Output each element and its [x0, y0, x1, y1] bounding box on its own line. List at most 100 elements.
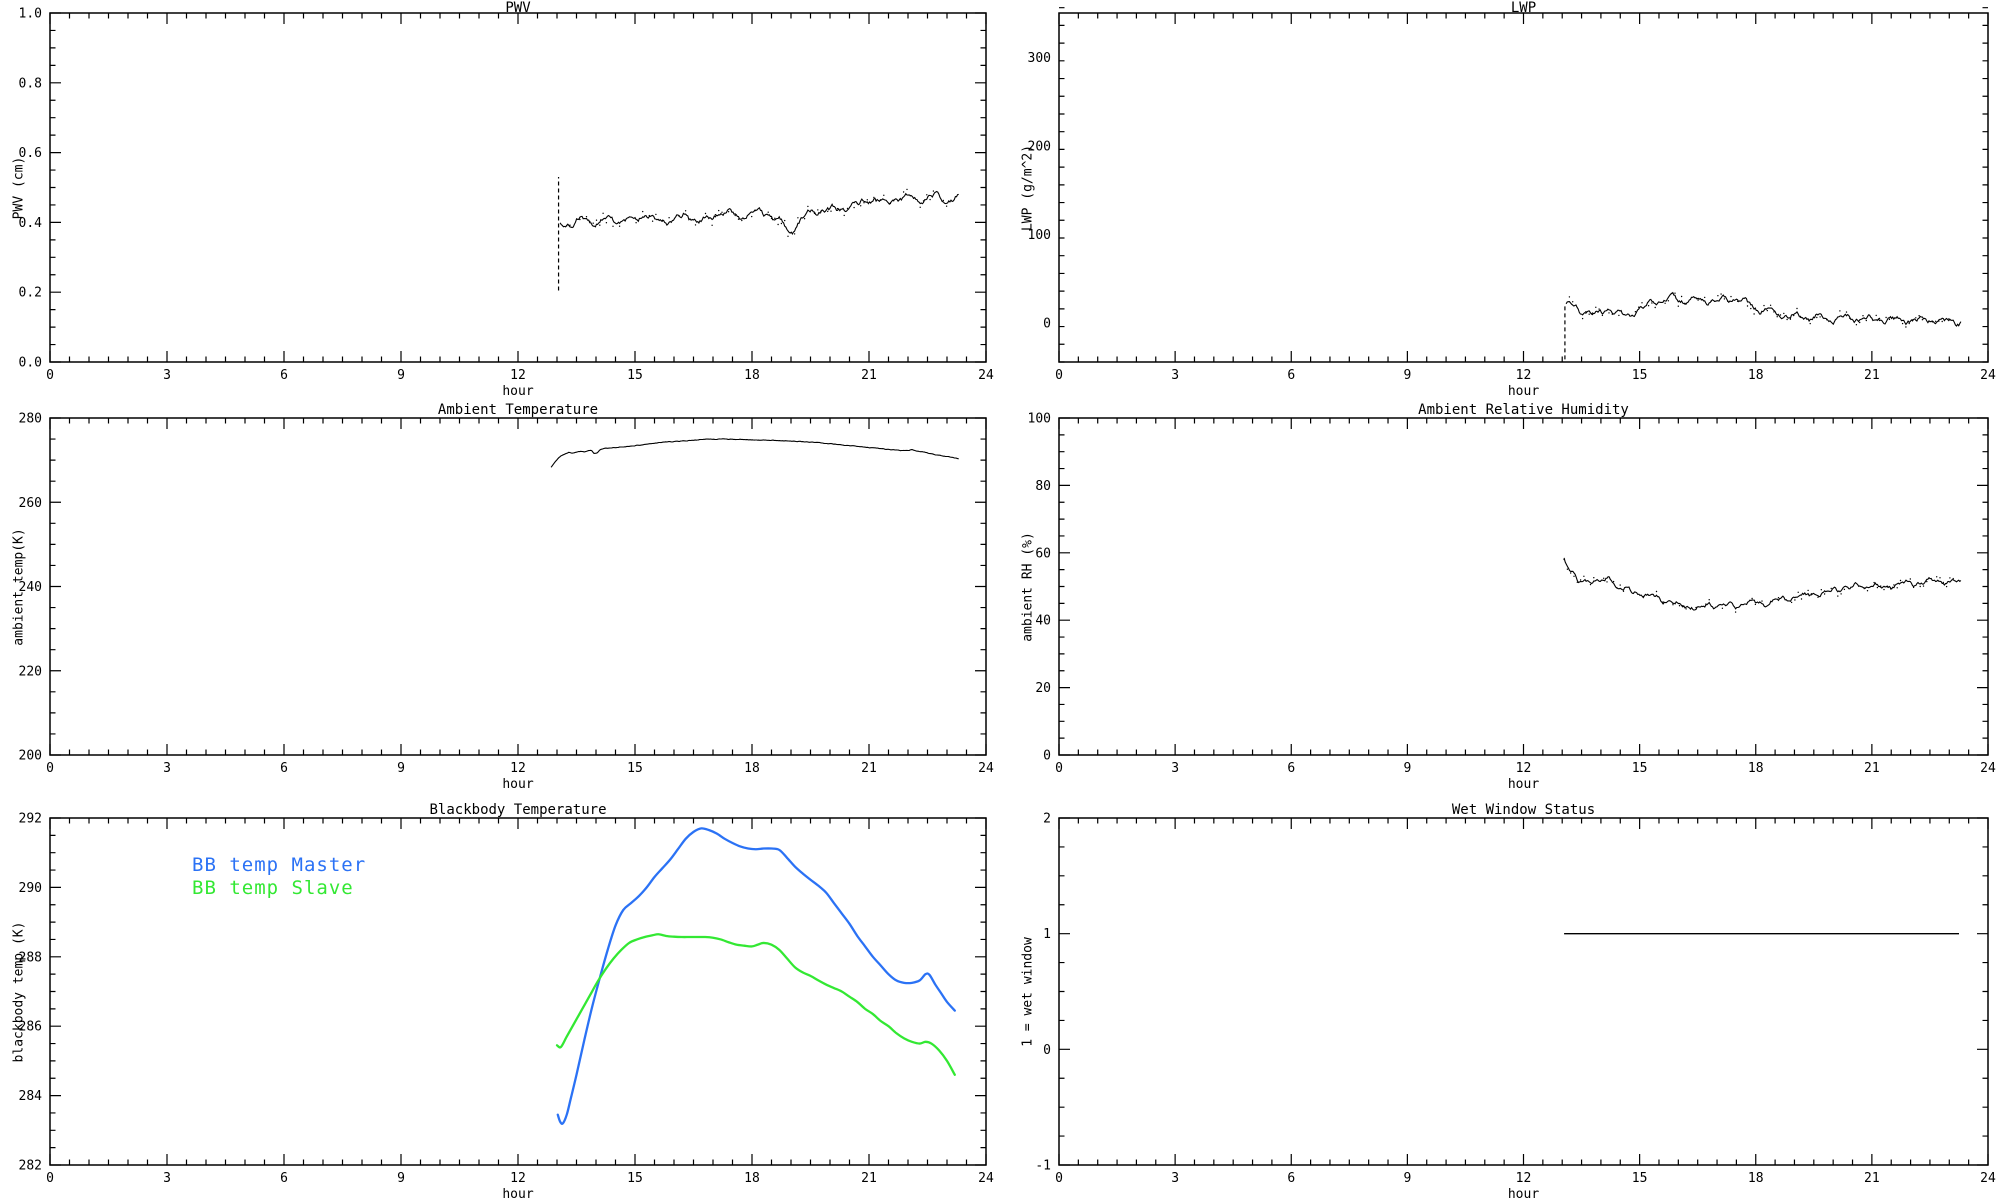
svg-text:240: 240	[19, 580, 42, 595]
svg-text:15: 15	[1632, 1171, 1648, 1186]
panel-ambient-rh-xlabel: hour	[1507, 777, 1540, 792]
panel-ambient-rh-title: Ambient Relative Humidity	[1418, 402, 1629, 418]
svg-text:9: 9	[1403, 368, 1411, 383]
panel-pwv-title: PWV	[505, 0, 531, 16]
svg-text:1.0: 1.0	[19, 7, 42, 22]
svg-text:0.6: 0.6	[19, 146, 42, 161]
panel-blackbody-plot: 0 3 6 9 12 15 18 21 24 282 284 286 288 290 292	[19, 812, 994, 1187]
panel-ambient-temp-xlabel: hour	[502, 777, 534, 792]
svg-text:0: 0	[1055, 368, 1063, 383]
panel-ambient-temp-title: Ambient Temperature	[437, 402, 599, 418]
svg-text:0.4: 0.4	[19, 216, 43, 231]
panel-ambient-temp-plot: 0 3 6 9 12 15 18 21 24 200 220 240 260 280	[19, 412, 994, 777]
svg-text:3: 3	[1171, 368, 1179, 383]
svg-text:12: 12	[1516, 1171, 1532, 1186]
svg-text:18: 18	[744, 1171, 760, 1186]
svg-text:9: 9	[1403, 1171, 1411, 1186]
svg-text:0: 0	[1043, 317, 1051, 332]
legend-bb-temp-master: BB temp Master	[192, 854, 367, 876]
svg-text:6: 6	[1287, 761, 1295, 776]
svg-text:260: 260	[19, 496, 42, 511]
svg-text:0: 0	[1043, 749, 1051, 764]
svg-text:0: 0	[1055, 1171, 1063, 1186]
svg-text:12: 12	[510, 1171, 526, 1186]
svg-text:1: 1	[1043, 927, 1051, 942]
svg-text:12: 12	[1516, 761, 1532, 776]
svg-text:21: 21	[861, 368, 877, 383]
svg-text:15: 15	[627, 1171, 643, 1186]
svg-text:40: 40	[1035, 614, 1051, 629]
svg-text:18: 18	[744, 761, 760, 776]
svg-text:24: 24	[1980, 368, 1996, 383]
svg-text:-1: -1	[1035, 1159, 1051, 1174]
panel-ambient-rh-plot: 0 3 6 9 12 15 18 21 24 0 20 40 60 80 100	[1028, 412, 1996, 777]
svg-text:0.2: 0.2	[19, 286, 42, 301]
svg-text:3: 3	[163, 1171, 171, 1186]
svg-text:21: 21	[861, 1171, 877, 1186]
svg-text:6: 6	[280, 368, 288, 383]
panel-blackbody-xlabel: hour	[502, 1187, 534, 1200]
svg-text:3: 3	[163, 368, 171, 383]
svg-text:0: 0	[1055, 761, 1063, 776]
svg-text:200: 200	[1028, 139, 1051, 154]
svg-text:21: 21	[1864, 1171, 1880, 1186]
svg-text:15: 15	[627, 368, 643, 383]
svg-text:0: 0	[46, 368, 54, 383]
svg-text:18: 18	[744, 368, 760, 383]
svg-text:284: 284	[19, 1089, 43, 1104]
svg-text:6: 6	[280, 761, 288, 776]
panel-ambient-temp-ylabel: ambient temp(K)	[11, 527, 27, 646]
svg-text:3: 3	[1171, 761, 1179, 776]
svg-text:3: 3	[163, 761, 171, 776]
svg-text:15: 15	[627, 761, 643, 776]
svg-text:9: 9	[397, 761, 405, 776]
svg-text:21: 21	[1864, 368, 1880, 383]
panel-pwv-ylabel: PWV (cm)	[11, 156, 27, 219]
svg-text:20: 20	[1035, 681, 1051, 696]
svg-text:0: 0	[1043, 1043, 1051, 1058]
svg-text:15: 15	[1632, 368, 1648, 383]
panel-lwp-ylabel: LWP (g/m^2)	[1020, 144, 1036, 231]
panel-wet-window-xlabel: hour	[1507, 1187, 1540, 1200]
svg-text:9: 9	[397, 1171, 405, 1186]
svg-text:24: 24	[978, 761, 994, 776]
svg-text:18: 18	[1748, 761, 1764, 776]
legend-bb-temp-slave: BB temp Slave	[192, 877, 354, 899]
svg-text:12: 12	[510, 761, 526, 776]
svg-text:18: 18	[1748, 1171, 1764, 1186]
svg-text:6: 6	[1287, 1171, 1295, 1186]
svg-text:282: 282	[19, 1159, 42, 1174]
panel-wet-window-title: Wet Window Status	[1451, 802, 1596, 818]
svg-text:80: 80	[1035, 479, 1051, 494]
svg-text:292: 292	[19, 812, 42, 827]
svg-text:100: 100	[1028, 412, 1051, 427]
svg-text:288: 288	[19, 950, 42, 965]
panel-pwv-xlabel: hour	[502, 384, 534, 399]
svg-text:9: 9	[1403, 761, 1411, 776]
svg-text:0: 0	[46, 1171, 54, 1186]
svg-text:0: 0	[46, 761, 54, 776]
svg-text:12: 12	[510, 368, 526, 383]
svg-text:280: 280	[19, 412, 42, 427]
svg-text:15: 15	[1632, 761, 1648, 776]
panel-pwv-plot: 0 3 6 9 12 15 18 21 24 0.0 0.2 0.4 0.6 0.8 1.0	[19, 7, 994, 384]
panel-wet-window-ylabel: 1 = wet window	[1020, 936, 1036, 1047]
svg-text:290: 290	[19, 881, 42, 896]
svg-text:6: 6	[1287, 368, 1295, 383]
svg-text:12: 12	[1516, 368, 1532, 383]
panel-ambient-rh-ylabel: ambient RH (%)	[1020, 531, 1036, 642]
svg-text:200: 200	[19, 749, 42, 764]
svg-text:6: 6	[280, 1171, 288, 1186]
svg-text:24: 24	[1980, 1171, 1996, 1186]
svg-text:24: 24	[978, 1171, 994, 1186]
svg-text:0.8: 0.8	[19, 76, 42, 91]
svg-text:21: 21	[1864, 761, 1880, 776]
panel-lwp-plot: 0 3 6 9 12 15 18 21 24 0 100 200 300	[1028, 7, 1996, 383]
svg-text:220: 220	[19, 664, 42, 679]
svg-text:3: 3	[1171, 1171, 1179, 1186]
svg-text:24: 24	[978, 368, 994, 383]
svg-text:60: 60	[1035, 546, 1051, 561]
svg-text:100: 100	[1028, 228, 1051, 243]
